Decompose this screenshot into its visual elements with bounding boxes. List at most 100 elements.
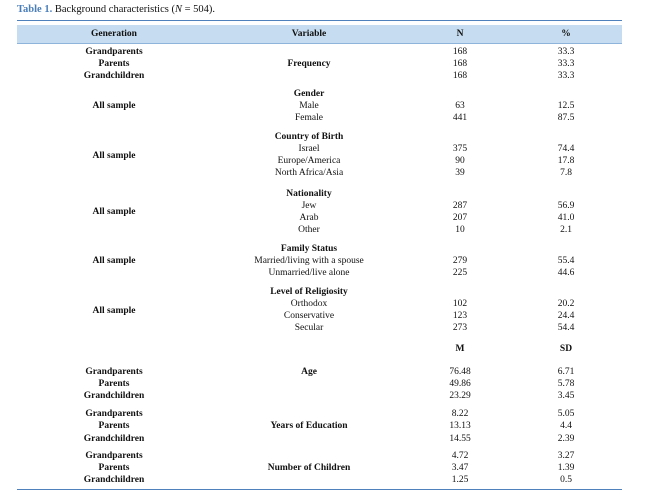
n-cell: 273 [452, 323, 468, 333]
n-cell: 168 [452, 59, 468, 69]
generation-cell: Grandparents [85, 47, 143, 57]
table-caption: Table 1. Background characteristics (N =… [17, 4, 215, 15]
variable-level: Male [299, 101, 319, 111]
generation-cell: Parents [98, 59, 130, 69]
pct-cell: 33.3 [557, 47, 575, 57]
variable-level: Female [295, 113, 323, 123]
sd-cell: 3.27 [557, 451, 575, 461]
n-cell: 39 [455, 168, 465, 178]
pct-cell: 2.1 [560, 225, 572, 235]
mean-cell: 8.22 [451, 409, 469, 419]
mean-cell: 13.13 [449, 421, 471, 431]
variable-level: North Africa/Asia [274, 168, 344, 178]
table-n-value: = 504). [181, 4, 216, 15]
table-header [17, 25, 622, 44]
sd-cell: 2.39 [557, 434, 575, 444]
variable-title: Level of Religiosity [270, 287, 348, 297]
pct-cell: 7.8 [560, 168, 572, 178]
mean-cell: 3.47 [451, 463, 469, 473]
variable-label: Age [301, 367, 317, 377]
n-cell: 10 [455, 225, 465, 235]
mean-cell: 76.48 [449, 367, 471, 377]
n-cell: 168 [452, 47, 468, 57]
generation-cell: Grandparents [85, 367, 143, 377]
variable-level: Arab [299, 213, 319, 223]
generation-cell: Grandchildren [83, 391, 145, 401]
pct-cell: 55.4 [557, 256, 575, 266]
n-cell: 168 [452, 71, 468, 81]
pct-cell: 87.5 [557, 113, 575, 123]
pct-cell: 74.4 [557, 144, 575, 154]
generation-cell: Grandchildren [83, 71, 145, 81]
generation-cell: Grandchildren [83, 475, 145, 485]
group-cell: All sample [92, 306, 136, 316]
generation-cell: Parents [98, 421, 130, 431]
n-cell: 63 [455, 101, 465, 111]
pct-cell: 54.4 [557, 323, 575, 333]
variable-title: Country of Birth [274, 132, 344, 142]
group-cell: All sample [92, 207, 136, 217]
sd-cell: 4.4 [560, 421, 572, 431]
variable-label: Years of Education [270, 421, 348, 431]
subheader-m: M [455, 344, 465, 354]
variable-title: Nationality [286, 189, 332, 199]
sd-cell: 3.45 [557, 391, 575, 401]
table-label: Table 1. [17, 4, 53, 15]
sd-cell: 5.78 [557, 379, 575, 389]
mean-cell: 1.25 [451, 475, 469, 485]
group-cell: All sample [92, 101, 136, 111]
header-generation: Generation [91, 29, 137, 39]
n-cell: 287 [452, 201, 468, 211]
pct-cell: 44.6 [557, 268, 575, 278]
mean-cell: 49.86 [449, 379, 471, 389]
variable-title: Family Status [280, 244, 338, 254]
group-cell: All sample [92, 256, 136, 266]
variable-level: Europe/America [277, 156, 341, 166]
n-cell: 102 [452, 299, 468, 309]
generation-cell: Parents [98, 379, 130, 389]
group-cell: All sample [92, 151, 136, 161]
header-pct: % [561, 29, 571, 39]
generation-cell: Grandparents [85, 451, 143, 461]
sd-cell: 1.39 [557, 463, 575, 473]
sd-cell: 5.05 [557, 409, 575, 419]
n-cell: 441 [452, 113, 468, 123]
sd-cell: 0.5 [560, 475, 572, 485]
n-cell: 279 [452, 256, 468, 266]
header-variable: Variable [291, 29, 327, 39]
pct-cell: 24.4 [557, 311, 575, 321]
n-cell: 90 [455, 156, 465, 166]
variable-level: Secular [294, 323, 324, 333]
variable-level: Other [298, 225, 320, 235]
pct-cell: 20.2 [557, 299, 575, 309]
variable-level: Jew [301, 201, 317, 211]
generation-cell: Parents [98, 463, 130, 473]
generation-cell: Grandchildren [83, 434, 145, 444]
variable-level: Married/living with a spouse [254, 256, 364, 266]
variable-level: Orthodox [290, 299, 328, 309]
top-rule [17, 20, 622, 21]
table-n-symbol: N [174, 4, 182, 15]
variable-title: Gender [293, 89, 325, 99]
n-cell: 123 [452, 311, 468, 321]
subheader-sd: SD [559, 344, 573, 354]
pct-cell: 33.3 [557, 71, 575, 81]
variable-level: Conservative [283, 311, 335, 321]
pct-cell: 12.5 [557, 101, 575, 111]
pct-cell: 41.0 [557, 213, 575, 223]
header-n: N [456, 29, 464, 39]
variable-label: Number of Children [267, 463, 351, 473]
mean-cell: 23.29 [449, 391, 471, 401]
variable-level: Israel [298, 144, 320, 154]
variable-label: Frequency [287, 59, 331, 69]
n-cell: 225 [452, 268, 468, 278]
mean-cell: 4.72 [451, 451, 469, 461]
pct-cell: 17.8 [557, 156, 575, 166]
n-cell: 207 [452, 213, 468, 223]
mean-cell: 14.55 [449, 434, 471, 444]
sd-cell: 6.71 [557, 367, 575, 377]
table-title: Background characteristics ( [54, 4, 175, 15]
n-cell: 375 [452, 144, 468, 154]
generation-cell: Grandparents [85, 409, 143, 419]
pct-cell: 56.9 [557, 201, 575, 211]
